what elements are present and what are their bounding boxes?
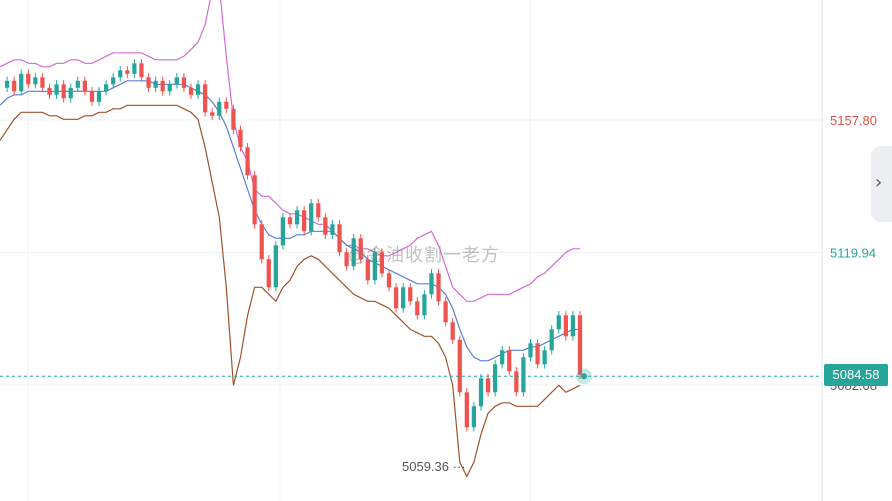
- candle-body: [577, 315, 583, 375]
- moving-average-line: [0, 80, 580, 362]
- current-price-tag: 5084.58: [824, 364, 888, 386]
- candle-body: [485, 378, 491, 393]
- candle-body: [188, 87, 194, 95]
- candle-body: [203, 84, 208, 113]
- low-price-dots: ···: [449, 459, 466, 474]
- candle-body: [302, 210, 307, 232]
- candle-body: [132, 63, 137, 74]
- candle-body: [167, 84, 172, 92]
- y-tick-label-0: 5157.80: [830, 113, 877, 128]
- candle-body: [217, 101, 222, 116]
- candle-body: [259, 224, 264, 260]
- candle-body: [436, 273, 441, 302]
- candle-body: [521, 357, 526, 393]
- candle-body: [40, 77, 45, 88]
- candle-body: [457, 339, 462, 393]
- candle-body: [372, 252, 377, 281]
- candle-body: [75, 80, 80, 88]
- candle-body: [542, 350, 547, 365]
- candle-body: [294, 210, 300, 225]
- chevron-right-icon: ›: [875, 172, 883, 193]
- candle-body: [19, 73, 24, 92]
- candle-body: [493, 364, 498, 393]
- candle-body: [563, 315, 568, 337]
- candle-body: [471, 406, 477, 428]
- candle-body: [337, 224, 342, 253]
- candle-body: [415, 301, 420, 316]
- candle-body: [422, 294, 427, 316]
- candle-body: [443, 301, 448, 323]
- candle-body: [556, 315, 561, 330]
- candle-body: [33, 77, 38, 85]
- candle-body: [181, 77, 187, 88]
- y-tick-label-1: 5119.94: [830, 246, 876, 261]
- candle-body: [252, 175, 257, 225]
- candle-body: [139, 63, 144, 78]
- chart-grid: [0, 0, 822, 501]
- low-price-value: 5059.36: [402, 459, 449, 474]
- candle-body: [408, 287, 413, 302]
- candle-body: [323, 217, 328, 235]
- candle-body: [316, 203, 321, 218]
- candles: [4, 59, 583, 432]
- candle-body: [309, 203, 314, 232]
- candle-body: [68, 87, 73, 99]
- candle-body: [358, 238, 363, 260]
- candle-body: [478, 378, 484, 407]
- candle-body: [507, 350, 512, 372]
- candle-body: [26, 73, 31, 85]
- candle-body: [238, 129, 243, 148]
- candle-body: [47, 87, 52, 95]
- candle-body: [111, 77, 116, 85]
- indicator-lines: [0, 0, 581, 478]
- candle-body: [570, 315, 576, 337]
- candle-body: [287, 217, 293, 225]
- candle-body: [54, 84, 59, 95]
- candle-body: [549, 329, 554, 351]
- candle-body: [344, 252, 349, 267]
- candle-body: [245, 147, 250, 176]
- candle-body: [535, 343, 540, 365]
- candle-body: [118, 70, 123, 78]
- candle-body: [224, 101, 229, 109]
- candle-body: [103, 84, 109, 92]
- candle-body: [89, 91, 95, 102]
- candle-body: [266, 259, 271, 288]
- candle-body: [195, 84, 201, 95]
- candle-body: [330, 224, 335, 235]
- candle-body: [514, 371, 519, 393]
- candle-body: [231, 108, 236, 130]
- candle-body: [429, 273, 434, 295]
- candle-body: [280, 217, 286, 246]
- candle-body: [12, 80, 17, 92]
- collapse-panel-button[interactable]: ›: [871, 146, 892, 222]
- candle-body: [379, 252, 385, 274]
- candle-body: [351, 238, 356, 267]
- candle-body: [4, 80, 10, 88]
- candle-body: [160, 80, 165, 92]
- candle-body: [386, 273, 392, 288]
- candle-body: [401, 287, 406, 309]
- candle-body: [210, 112, 215, 116]
- candle-body: [61, 84, 66, 99]
- candle-body: [125, 70, 130, 74]
- candle-body: [365, 259, 370, 281]
- candle-body: [450, 322, 455, 340]
- candle-body: [174, 77, 179, 85]
- candle-body: [153, 80, 158, 88]
- low-price-marker: 5059.36 ···: [402, 459, 466, 474]
- lower-band-line: [0, 104, 581, 478]
- candle-body: [96, 91, 102, 102]
- candle-body: [82, 80, 87, 92]
- candle-body: [146, 77, 151, 88]
- watermark-text: @金油收割一老方: [348, 245, 500, 266]
- candle-body: [500, 350, 505, 365]
- candle-body: [393, 287, 399, 309]
- candle-body: [464, 392, 469, 428]
- current-price-dot-core: [581, 373, 587, 380]
- candle-body: [528, 343, 533, 358]
- candle-body: [273, 245, 278, 288]
